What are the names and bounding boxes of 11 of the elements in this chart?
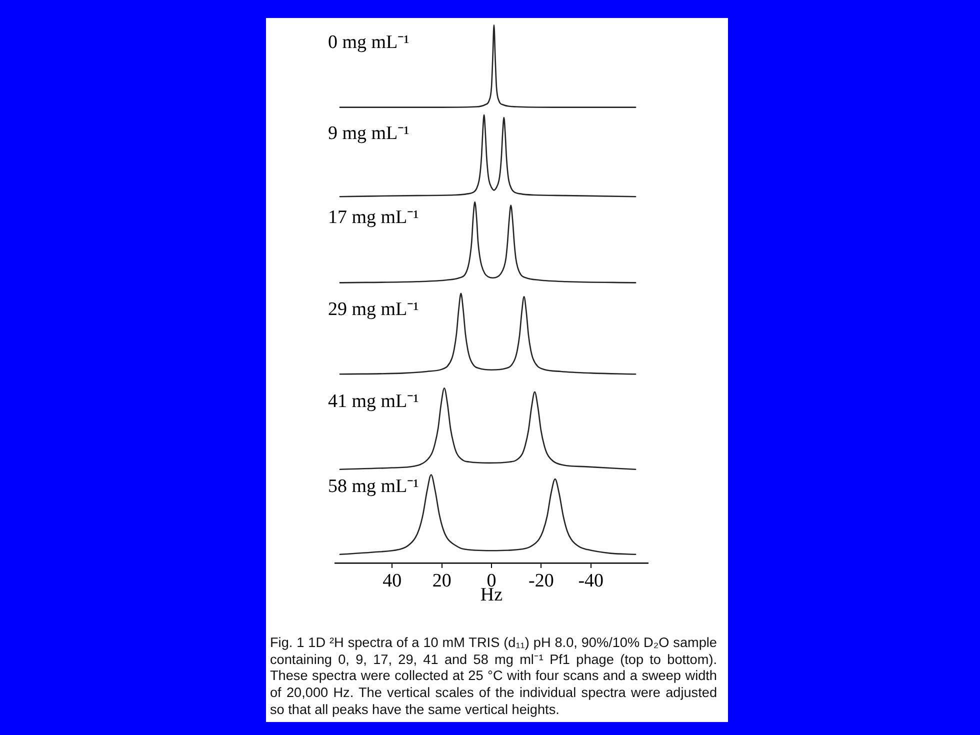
x-tick-label: 20: [432, 570, 452, 592]
x-tick-label: -40: [578, 570, 604, 592]
annotation: 29 mg mL⁻¹: [328, 299, 419, 320]
annotation: 0 mg mL⁻¹: [328, 32, 410, 53]
annotation: 41 mg mL⁻¹: [328, 391, 419, 412]
annotation: 9 mg mL⁻¹: [328, 123, 410, 144]
annotation: 17 mg mL⁻¹: [328, 207, 419, 228]
caption: Fig. 1 1D ²H spectra of a 10 mM TRIS (d₁₁) pH 8.0, 90%/10% D₂O sample containing 0, 9, 17, 29, 41 and 58 mg ml⁻¹ Pf1 phage (top to bottom). These spectra were collected at 25 °C with four scans and a sweep width of 20,000 Hz. The vertical scales of the individual spectra were adjusted so that all peaks have the same vertical heights.: [270, 635, 717, 719]
x-tick-label: -20: [528, 570, 554, 592]
x-tick-label: 40: [382, 570, 402, 592]
annotation: 58 mg mL⁻¹: [328, 476, 419, 497]
